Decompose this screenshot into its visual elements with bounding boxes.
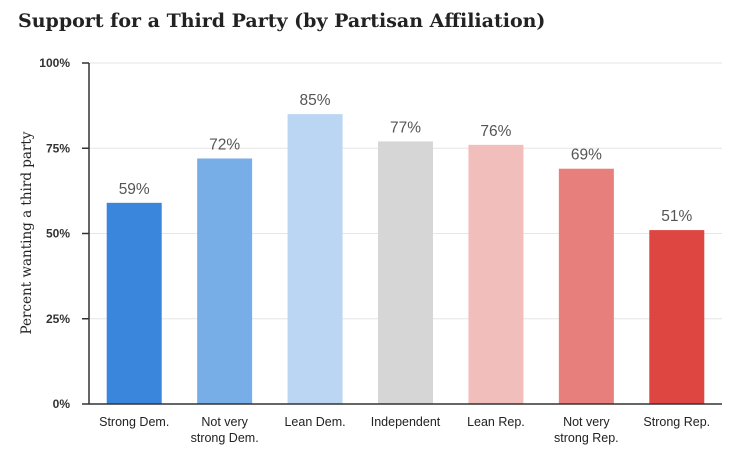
- y-axis-label: Percent wanting a third party: [19, 131, 35, 334]
- category-label: Lean Dem.: [284, 415, 345, 429]
- value-label: 77%: [390, 119, 421, 136]
- value-label: 72%: [209, 136, 240, 153]
- bar: [287, 114, 343, 405]
- value-label: 51%: [661, 208, 692, 225]
- category-labels: Strong Dem. Not very strong Dem. Lean Dem. I…: [99, 415, 710, 445]
- bar: [558, 168, 614, 404]
- category-label: Independent: [371, 415, 441, 429]
- category-label: Not very strong Rep.: [554, 415, 619, 445]
- value-label: 69%: [571, 147, 602, 164]
- category-label: Not very strong Dem.: [191, 415, 259, 445]
- value-label: 59%: [119, 181, 150, 198]
- value-label: 85%: [300, 92, 331, 109]
- y-tick-label: 0%: [53, 397, 71, 411]
- y-tick-label: 50%: [46, 227, 70, 241]
- bars: [106, 114, 705, 405]
- y-tick-label: 75%: [46, 141, 70, 155]
- value-labels: 59% 72% 85% 77% 76% 69% 51%: [119, 92, 693, 225]
- y-tick-label: 25%: [46, 312, 70, 326]
- category-label: Lean Rep.: [467, 415, 525, 429]
- bar: [106, 202, 162, 404]
- bar: [468, 144, 524, 404]
- bar: [378, 141, 433, 404]
- bar: [649, 230, 705, 404]
- category-label: Strong Dem.: [99, 415, 169, 429]
- y-tick-label: 100%: [39, 56, 70, 70]
- bar: [197, 158, 253, 404]
- chart-title: Support for a Third Party (by Partisan A…: [18, 10, 546, 32]
- value-label: 76%: [480, 123, 511, 140]
- y-axis-ticks: 0% 25% 50% 75% 100%: [39, 56, 89, 411]
- category-label: Strong Rep.: [643, 415, 710, 429]
